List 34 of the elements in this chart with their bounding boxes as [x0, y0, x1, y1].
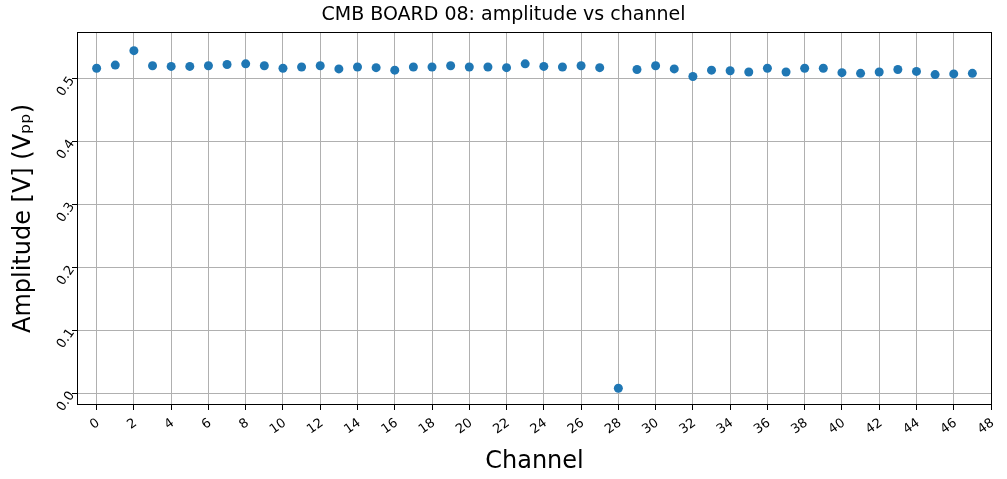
x-tick-label: 14	[340, 414, 363, 437]
x-tick-label: 20	[452, 414, 475, 437]
x-tick-label: 48	[974, 414, 997, 437]
x-tick-label: 8	[235, 414, 252, 432]
y-axis-title: Amplitude [V] (Vₚₚ)	[8, 103, 37, 334]
chart-title: CMB BOARD 08: amplitude vs channel	[321, 2, 686, 25]
x-tick-label: 6	[198, 414, 214, 432]
y-tick-label: 0.2	[53, 262, 78, 288]
x-tick-label: 34	[713, 414, 736, 437]
y-tick-label: 0.0	[53, 388, 78, 414]
x-tick-label: 18	[415, 414, 438, 437]
x-tick-label: 22	[489, 414, 512, 437]
y-tick-label: 0.5	[53, 73, 78, 99]
x-tick-label: 30	[638, 414, 662, 437]
x-tick-label: 32	[676, 414, 699, 437]
x-tick-label: 36	[750, 414, 773, 437]
x-tick-label: 28	[601, 414, 624, 437]
x-tick-label: 26	[564, 414, 587, 437]
y-tick-label: 0.1	[53, 325, 78, 351]
x-tick-label: 12	[303, 414, 326, 437]
x-tick-label: 38	[787, 414, 811, 437]
x-tick-label: 16	[378, 414, 401, 437]
x-tick-label: 10	[266, 414, 289, 437]
x-tick-label: 40	[825, 414, 848, 437]
y-tick-label: 0.4	[53, 136, 78, 162]
x-tick-label: 44	[899, 414, 922, 437]
x-tick-label: 0	[86, 414, 103, 432]
x-tick-label: 42	[862, 414, 885, 437]
y-tick-label: 0.3	[53, 199, 78, 225]
x-tick-label: 2	[123, 414, 140, 432]
x-axis-title: Channel	[485, 445, 584, 474]
x-tick-label: 46	[937, 414, 960, 437]
x-tick-label: 4	[161, 414, 177, 432]
x-tick-label: 24	[527, 414, 550, 437]
